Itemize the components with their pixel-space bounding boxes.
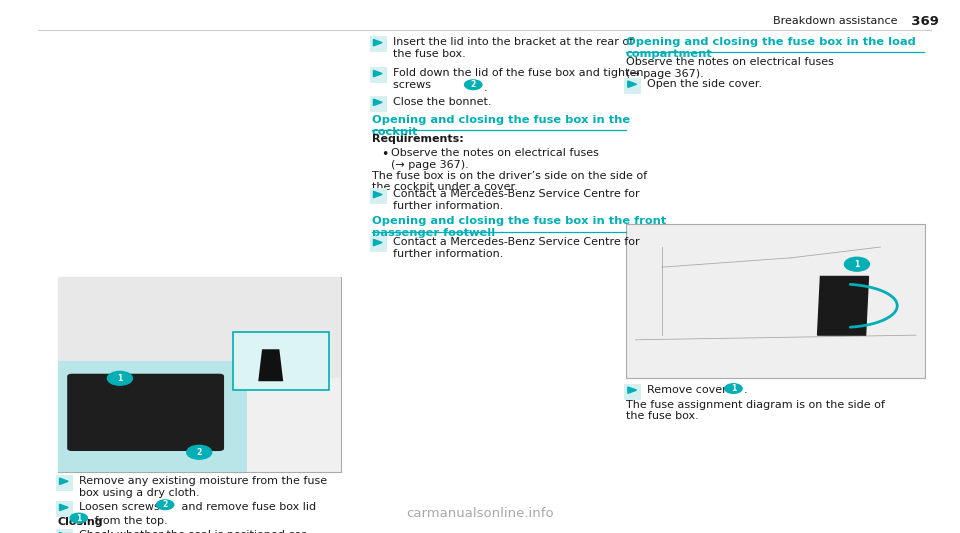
Text: 1: 1 bbox=[117, 374, 123, 383]
FancyBboxPatch shape bbox=[626, 224, 925, 378]
Circle shape bbox=[845, 257, 870, 271]
Circle shape bbox=[186, 446, 211, 459]
Polygon shape bbox=[60, 532, 68, 533]
Polygon shape bbox=[628, 387, 636, 393]
Text: Close the bonnet.: Close the bonnet. bbox=[393, 97, 492, 107]
Text: and remove fuse box lid: and remove fuse box lid bbox=[178, 502, 316, 512]
FancyBboxPatch shape bbox=[58, 277, 341, 378]
Text: The fuse box is on the driver’s side on the side of
the cockpit under a cover.: The fuse box is on the driver’s side on … bbox=[372, 171, 647, 192]
Text: 1: 1 bbox=[76, 514, 82, 522]
Circle shape bbox=[70, 513, 87, 523]
FancyBboxPatch shape bbox=[370, 36, 387, 52]
Text: 2: 2 bbox=[197, 448, 202, 457]
Text: Contact a Mercedes-Benz Service Centre for
further information.: Contact a Mercedes-Benz Service Centre f… bbox=[393, 237, 639, 259]
FancyBboxPatch shape bbox=[56, 475, 73, 491]
FancyBboxPatch shape bbox=[624, 78, 641, 94]
FancyBboxPatch shape bbox=[233, 332, 329, 390]
Text: 369: 369 bbox=[902, 15, 939, 28]
Circle shape bbox=[725, 384, 742, 393]
Text: 2: 2 bbox=[470, 80, 476, 89]
Text: The fuse assignment diagram is on the side of
the fuse box.: The fuse assignment diagram is on the si… bbox=[626, 400, 885, 422]
Text: from the top.: from the top. bbox=[91, 516, 168, 527]
Polygon shape bbox=[628, 81, 636, 87]
Text: Loosen screws: Loosen screws bbox=[79, 502, 163, 512]
Polygon shape bbox=[373, 99, 382, 106]
Text: Insert the lid into the bracket at the rear of
the fuse box.: Insert the lid into the bracket at the r… bbox=[393, 37, 633, 59]
FancyBboxPatch shape bbox=[370, 236, 387, 252]
Polygon shape bbox=[373, 191, 382, 198]
Text: .: . bbox=[744, 385, 748, 395]
Text: carmanualsonline.info: carmanualsonline.info bbox=[406, 507, 554, 520]
Circle shape bbox=[156, 500, 174, 510]
Text: 1: 1 bbox=[854, 260, 859, 269]
FancyBboxPatch shape bbox=[58, 361, 248, 472]
Text: Breakdown assistance: Breakdown assistance bbox=[773, 17, 898, 26]
Polygon shape bbox=[60, 478, 68, 484]
Text: Observe the notes on electrical fuses
(→ page 367).: Observe the notes on electrical fuses (→… bbox=[626, 57, 834, 79]
Text: 2: 2 bbox=[162, 500, 168, 509]
FancyBboxPatch shape bbox=[67, 374, 224, 451]
Polygon shape bbox=[258, 349, 283, 381]
FancyBboxPatch shape bbox=[624, 384, 641, 400]
Text: Remove any existing moisture from the fuse
box using a dry cloth.: Remove any existing moisture from the fu… bbox=[79, 476, 326, 498]
Text: •: • bbox=[381, 148, 389, 161]
Polygon shape bbox=[373, 239, 382, 246]
Text: Requirements:: Requirements: bbox=[372, 134, 464, 144]
Text: Fold down the lid of the fuse box and tighten
screws: Fold down the lid of the fuse box and ti… bbox=[393, 68, 643, 90]
Text: Opening and closing the fuse box in the load
compartment: Opening and closing the fuse box in the … bbox=[626, 37, 916, 59]
Polygon shape bbox=[373, 70, 382, 77]
Polygon shape bbox=[818, 277, 869, 335]
Text: Remove cover: Remove cover bbox=[647, 385, 731, 395]
Text: Closing: Closing bbox=[58, 517, 104, 527]
Polygon shape bbox=[373, 39, 382, 46]
FancyBboxPatch shape bbox=[56, 529, 73, 533]
Circle shape bbox=[465, 80, 482, 90]
FancyBboxPatch shape bbox=[56, 501, 73, 517]
Text: .: . bbox=[484, 83, 488, 93]
FancyBboxPatch shape bbox=[370, 96, 387, 112]
FancyBboxPatch shape bbox=[370, 67, 387, 83]
Text: 1: 1 bbox=[731, 384, 736, 393]
Text: Opening and closing the fuse box in the front
passenger footwell: Opening and closing the fuse box in the … bbox=[372, 216, 666, 238]
FancyBboxPatch shape bbox=[370, 188, 387, 204]
Text: Check whether the seal is positioned cor-
rectly in the lid.: Check whether the seal is positioned cor… bbox=[79, 530, 309, 533]
Text: Open the side cover.: Open the side cover. bbox=[647, 79, 762, 89]
Circle shape bbox=[108, 372, 132, 385]
Text: Observe the notes on electrical fuses
(→ page 367).: Observe the notes on electrical fuses (→… bbox=[391, 148, 599, 170]
Text: Opening and closing the fuse box in the
cockpit: Opening and closing the fuse box in the … bbox=[372, 115, 630, 137]
Text: Contact a Mercedes-Benz Service Centre for
further information.: Contact a Mercedes-Benz Service Centre f… bbox=[393, 189, 639, 211]
Polygon shape bbox=[60, 504, 68, 511]
FancyBboxPatch shape bbox=[58, 277, 341, 472]
